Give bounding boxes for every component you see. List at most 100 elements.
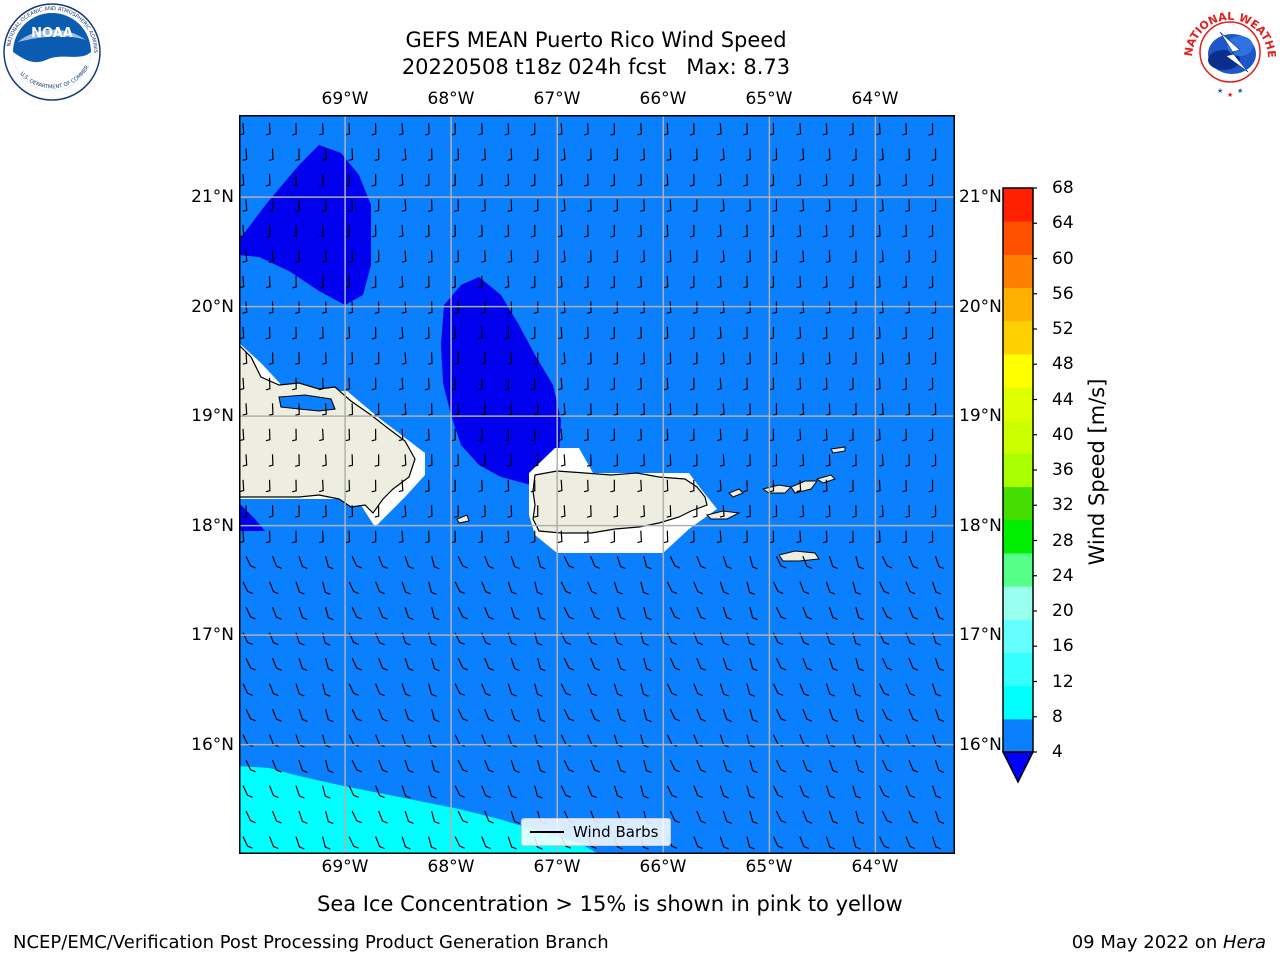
wind-barb: [908, 606, 919, 620]
wind-barb: [908, 759, 919, 773]
wind-barb: [351, 759, 362, 773]
wind-barb: [583, 275, 589, 289]
wind-barb: [325, 556, 334, 570]
wind-barb: [931, 785, 942, 799]
wind-barb: [292, 122, 297, 136]
wind-barb: [322, 454, 327, 467]
wind-barb: [378, 555, 388, 569]
wind-barb: [265, 479, 271, 493]
wind-barb: [295, 581, 305, 595]
wind-barb: [643, 708, 652, 723]
wind-barb: [743, 224, 748, 238]
wind-barb: [510, 556, 520, 570]
wind-barb: [851, 148, 857, 162]
wind-barb: [454, 505, 459, 518]
wind-barb: [878, 454, 884, 467]
wind-barb: [401, 505, 407, 518]
wind-barb: [557, 428, 563, 442]
wind-barb: [825, 683, 836, 697]
wind-barb: [484, 606, 494, 620]
wind-barb: [775, 555, 787, 569]
wind-barb: [878, 632, 890, 645]
wind-barb: [371, 122, 377, 136]
wind-barb: [292, 326, 297, 340]
wind-barb: [265, 275, 271, 289]
wind-barb: [905, 454, 911, 467]
wind-barb: [825, 199, 831, 212]
wind-barb: [875, 479, 881, 493]
wind-barb: [454, 250, 459, 263]
wind-barb: [637, 428, 643, 442]
wind-barb: [351, 810, 362, 824]
wind-barb: [822, 326, 828, 340]
wind-barb: [902, 122, 908, 136]
wind-barb: [613, 632, 623, 646]
wind-barb: [616, 657, 626, 672]
wind-barb: [722, 810, 732, 824]
wind-barb: [663, 122, 669, 136]
wind-barb: [560, 403, 566, 416]
wind-barb: [881, 708, 893, 722]
wind-barb: [424, 275, 430, 289]
wind-barb: [537, 759, 546, 774]
wind-barb: [719, 632, 729, 646]
wind-barb: [451, 224, 456, 238]
colorbar-band: [1003, 552, 1033, 587]
wind-barb: [375, 683, 385, 697]
wind-barb: [666, 454, 672, 467]
wind-barb: [746, 403, 751, 416]
wind-barb: [743, 122, 748, 136]
wind-barb: [268, 785, 279, 799]
wind-barb: [371, 530, 377, 544]
wind-barb: [696, 810, 707, 824]
wind-barb: [613, 250, 619, 263]
wind-barb: [637, 173, 643, 187]
wind-barb: [822, 479, 828, 493]
wind-barb: [374, 148, 380, 162]
wind-barb: [404, 607, 414, 621]
wind-barb: [560, 352, 566, 365]
wind-barb: [692, 301, 698, 314]
wind-barb: [905, 632, 916, 646]
wind-barb: [590, 606, 601, 620]
wind-barb: [583, 224, 589, 238]
wind-barb: [563, 555, 575, 569]
colorbar-tick-label: 32: [1052, 495, 1074, 516]
colorbar-tick-label: 16: [1052, 636, 1074, 657]
wind-speed-map: [239, 115, 955, 854]
wind-barb: [265, 122, 271, 136]
wind-barb: [934, 708, 945, 722]
wind-barb: [431, 607, 440, 621]
wind-barb: [719, 785, 729, 799]
wind-barb: [663, 224, 669, 238]
lon-label-bottom: 65°W: [745, 857, 793, 877]
wind-barb: [242, 836, 253, 849]
wind-barb: [613, 683, 623, 697]
wind-barb: [749, 607, 758, 621]
wind-barb: [242, 148, 248, 161]
wind-barb: [374, 301, 380, 314]
wind-barb: [374, 352, 380, 365]
wind-barb: [424, 326, 430, 340]
wind-barb: [613, 301, 619, 314]
wind-barb: [928, 428, 934, 442]
wind-barb: [643, 556, 652, 570]
wind-barb: [427, 148, 433, 161]
wind-barb: [371, 377, 377, 391]
wind-barb: [583, 428, 589, 442]
land-culebra: [728, 488, 744, 498]
wind-barb: [454, 199, 459, 212]
wind-barb: [689, 224, 695, 238]
wind-barb: [613, 454, 619, 467]
wind-barb: [722, 556, 732, 570]
wind-barb: [669, 555, 681, 569]
wind-barb: [560, 454, 566, 467]
wind-barb: [484, 657, 494, 671]
wind-barb: [242, 785, 253, 798]
wind-barb: [640, 403, 646, 416]
wind-barb: [769, 479, 775, 493]
wind-barb: [825, 403, 831, 416]
wind-barb: [775, 810, 787, 824]
wind-barb: [719, 199, 725, 212]
wind-barb: [351, 555, 362, 569]
